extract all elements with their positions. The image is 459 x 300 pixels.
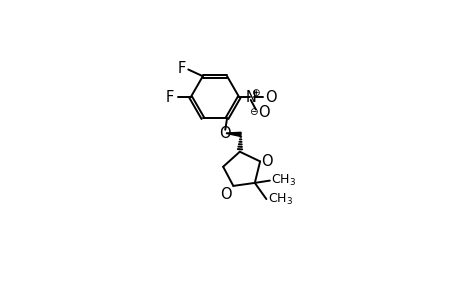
Text: O: O (261, 154, 272, 169)
Text: CH$_3$: CH$_3$ (267, 191, 292, 207)
Text: ⊕: ⊕ (251, 88, 260, 98)
Text: O: O (265, 90, 276, 105)
Text: CH$_3$: CH$_3$ (270, 173, 296, 188)
Text: O: O (220, 187, 232, 202)
Text: ⊖: ⊖ (248, 107, 257, 117)
Text: N: N (245, 90, 256, 105)
Text: F: F (177, 61, 185, 76)
Text: F: F (165, 90, 173, 105)
Polygon shape (226, 132, 241, 137)
Text: O: O (257, 105, 269, 120)
Text: O: O (218, 126, 230, 141)
